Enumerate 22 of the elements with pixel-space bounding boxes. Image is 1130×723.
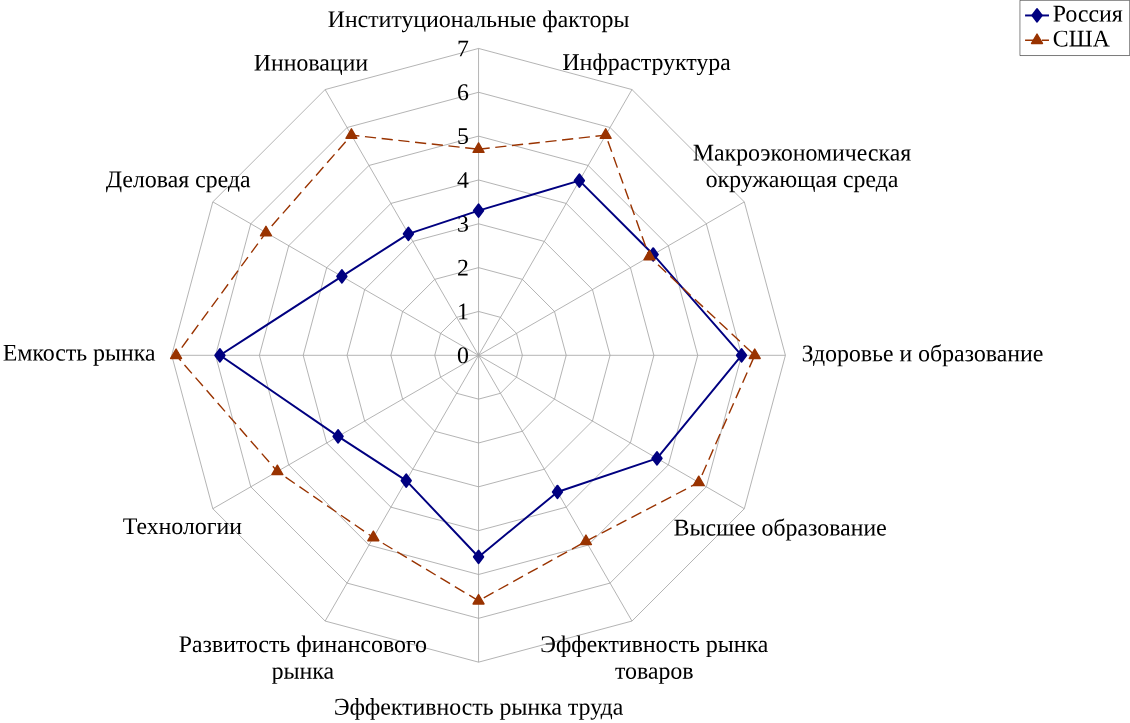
spoke-label: Эффективность рынка труда <box>335 698 623 720</box>
y-tick-label: 3 <box>458 215 468 232</box>
spoke-label: Емкость рынка <box>3 345 156 366</box>
spoke-label: Здоровье и образование <box>802 344 1043 367</box>
spoke-label: Технологии <box>123 518 242 535</box>
spoke-label: Высшее образование <box>674 518 886 541</box>
y-tick-label: 2 <box>458 259 468 276</box>
y-tick-label: 4 <box>457 172 469 188</box>
spoke-label: Макроэкономическая окружающая среда <box>693 145 911 193</box>
legend-label: США <box>1053 30 1110 47</box>
y-tick-label: 7 <box>458 40 469 57</box>
spoke-label: Институциональные факторы <box>328 10 629 33</box>
spoke-label: Инфраструктура <box>563 53 731 76</box>
legend-label: Россия <box>1053 6 1123 22</box>
spoke-label: Деловая среда <box>106 171 251 193</box>
y-tick-label: 1 <box>459 303 468 320</box>
spoke-label: Инновации <box>254 55 368 76</box>
y-tick-label: 5 <box>458 128 468 145</box>
spoke-label: Эффективность рынка товаров <box>541 635 768 684</box>
y-tick-label: 0 <box>457 347 468 364</box>
y-tick-label: 6 <box>458 84 469 101</box>
spoke-label: Развитость финансового рынка <box>179 635 427 684</box>
